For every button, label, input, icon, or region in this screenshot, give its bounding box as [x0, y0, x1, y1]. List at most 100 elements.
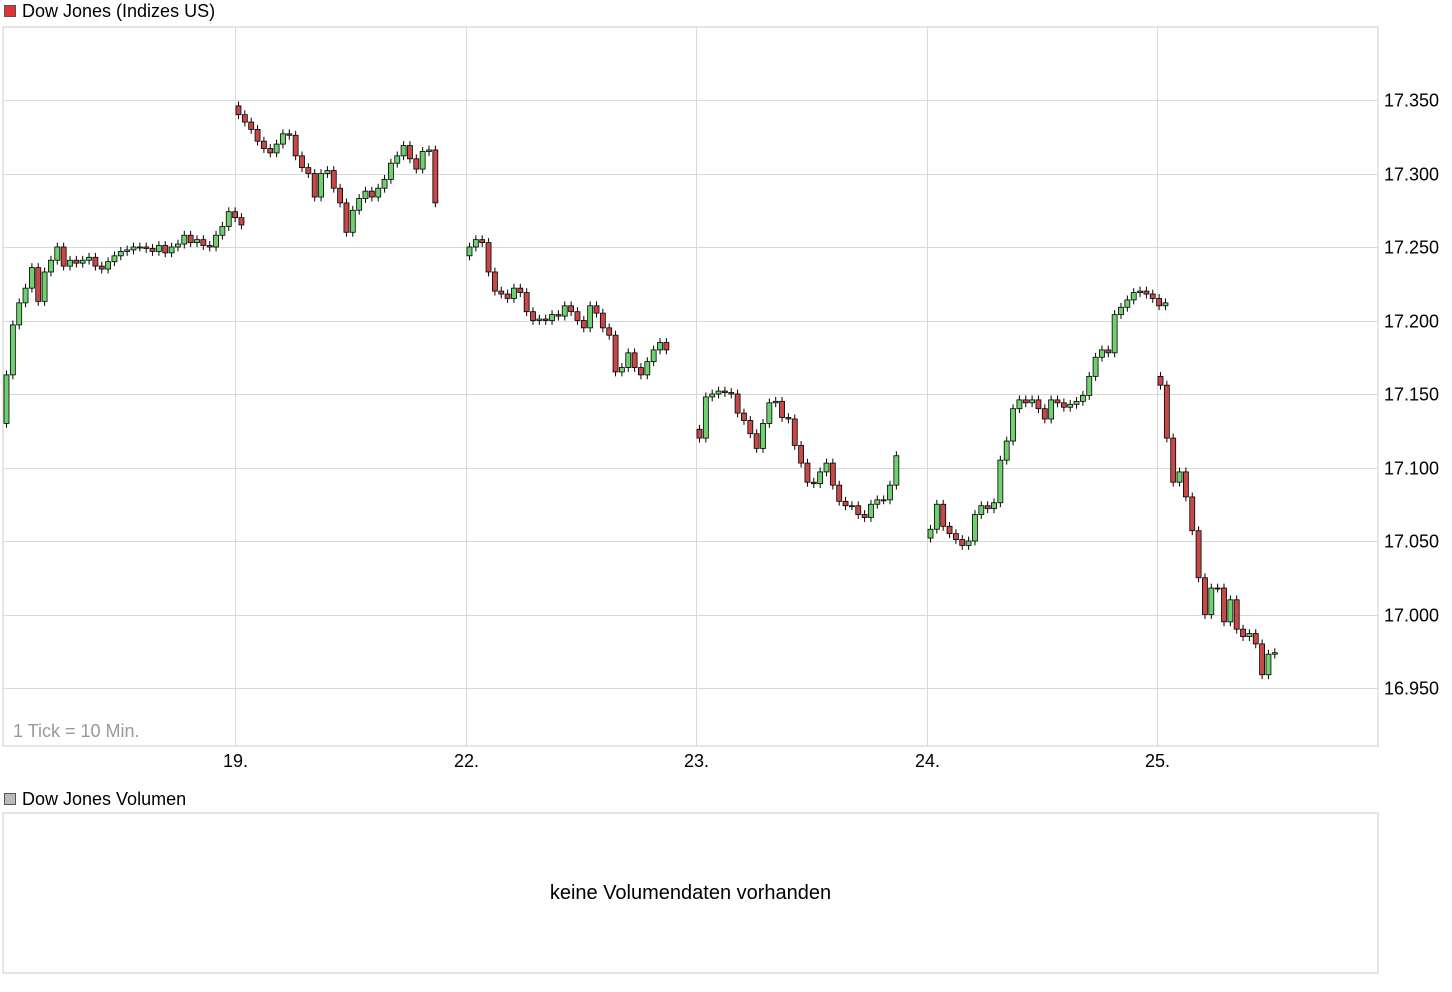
candle-body-up — [709, 393, 716, 398]
candle-body-down — [1221, 587, 1227, 623]
candle-body-down — [855, 505, 862, 515]
candle — [868, 499, 874, 522]
candle-body-down — [491, 271, 498, 292]
candle — [504, 289, 511, 303]
candle — [136, 242, 143, 252]
candle — [413, 154, 420, 174]
candle — [1086, 371, 1093, 400]
candle-body-down — [530, 311, 536, 321]
candle — [1202, 573, 1208, 619]
candle-body-up — [105, 261, 111, 270]
price-plot-frame — [2, 26, 1379, 747]
candle-body-up — [111, 255, 118, 263]
candle — [232, 207, 239, 223]
candle — [1022, 395, 1029, 408]
candle — [887, 480, 893, 505]
candle — [267, 144, 274, 158]
candle-body-up — [650, 349, 657, 363]
candle — [248, 117, 255, 134]
candle — [779, 396, 785, 422]
candle-body-down — [663, 342, 670, 351]
y-tick-label: 17.350 — [1384, 91, 1439, 111]
candle — [1246, 629, 1253, 641]
candle — [861, 510, 868, 522]
candle-body-up — [375, 187, 382, 198]
candle — [362, 186, 369, 203]
candle-body-down — [747, 420, 754, 435]
candle-body-down — [1143, 290, 1150, 295]
candle — [959, 535, 966, 550]
candle-body-up — [978, 505, 985, 515]
candle — [880, 495, 887, 505]
y-tick-label: 17.200 — [1384, 312, 1439, 332]
candle-body-up — [48, 259, 54, 273]
candle-body-up — [356, 198, 363, 211]
candle — [1162, 298, 1169, 311]
candle — [874, 495, 881, 509]
candle-body-down — [260, 140, 267, 149]
candle-body-up — [181, 234, 188, 245]
volume-chart-title: Dow Jones Volumen — [22, 788, 187, 809]
candle-body-down — [1060, 402, 1067, 408]
candle — [657, 338, 663, 355]
candle-body-up — [511, 287, 517, 299]
candle-body-up — [387, 162, 394, 180]
candle-body-up — [22, 287, 29, 304]
candle-body-up — [362, 190, 369, 199]
candle-body-up — [702, 396, 709, 439]
candle-body-up — [1111, 314, 1118, 354]
candle — [549, 310, 555, 325]
candle — [381, 174, 388, 193]
candle-body-up — [1092, 356, 1099, 377]
candle — [855, 501, 862, 519]
candle-body-down — [305, 167, 312, 174]
candle-body-up — [155, 245, 162, 252]
candle — [318, 169, 324, 202]
candle-body-down — [984, 505, 991, 510]
candle-body-down — [235, 105, 242, 116]
candle — [804, 458, 811, 487]
candle — [1157, 371, 1164, 390]
candle-body-up — [426, 149, 432, 152]
candle-body-up — [194, 239, 200, 243]
candle-body-up — [619, 367, 625, 373]
candle — [842, 496, 849, 511]
candle — [1271, 648, 1278, 659]
candle-body-down — [162, 245, 169, 254]
candle — [542, 314, 549, 325]
candle — [536, 314, 543, 325]
volume-plot-frame — [2, 812, 1379, 974]
candle-body-up — [587, 305, 594, 329]
candle — [760, 418, 766, 453]
candle — [1092, 352, 1099, 381]
candle-body-up — [1227, 599, 1234, 623]
candle-body-up — [549, 314, 555, 321]
candle-body-down — [542, 318, 549, 321]
candle-body-down — [200, 239, 207, 246]
candle-body-down — [568, 305, 574, 313]
candle-body-down — [829, 462, 836, 486]
candle-body-up — [972, 514, 978, 542]
candle — [1233, 595, 1240, 634]
candle — [1080, 391, 1086, 406]
candle — [1214, 583, 1221, 593]
candle — [530, 307, 536, 325]
candle-body-down — [638, 367, 644, 376]
candle — [1073, 396, 1080, 409]
volume-legend-swatch — [4, 793, 16, 805]
candle — [1149, 289, 1156, 303]
candle-body-up — [991, 502, 997, 510]
candle — [117, 247, 124, 261]
candle-body-down — [785, 417, 792, 420]
candle — [631, 348, 638, 372]
candle — [124, 245, 131, 256]
candle-body-down — [1240, 628, 1246, 637]
candle-body-down — [959, 539, 966, 546]
candle — [1060, 398, 1067, 412]
candle — [734, 389, 741, 418]
candle — [485, 238, 492, 277]
candle-body-down — [593, 305, 600, 314]
candle — [561, 301, 568, 321]
candle — [702, 392, 709, 443]
candle-body-up — [1073, 400, 1080, 405]
